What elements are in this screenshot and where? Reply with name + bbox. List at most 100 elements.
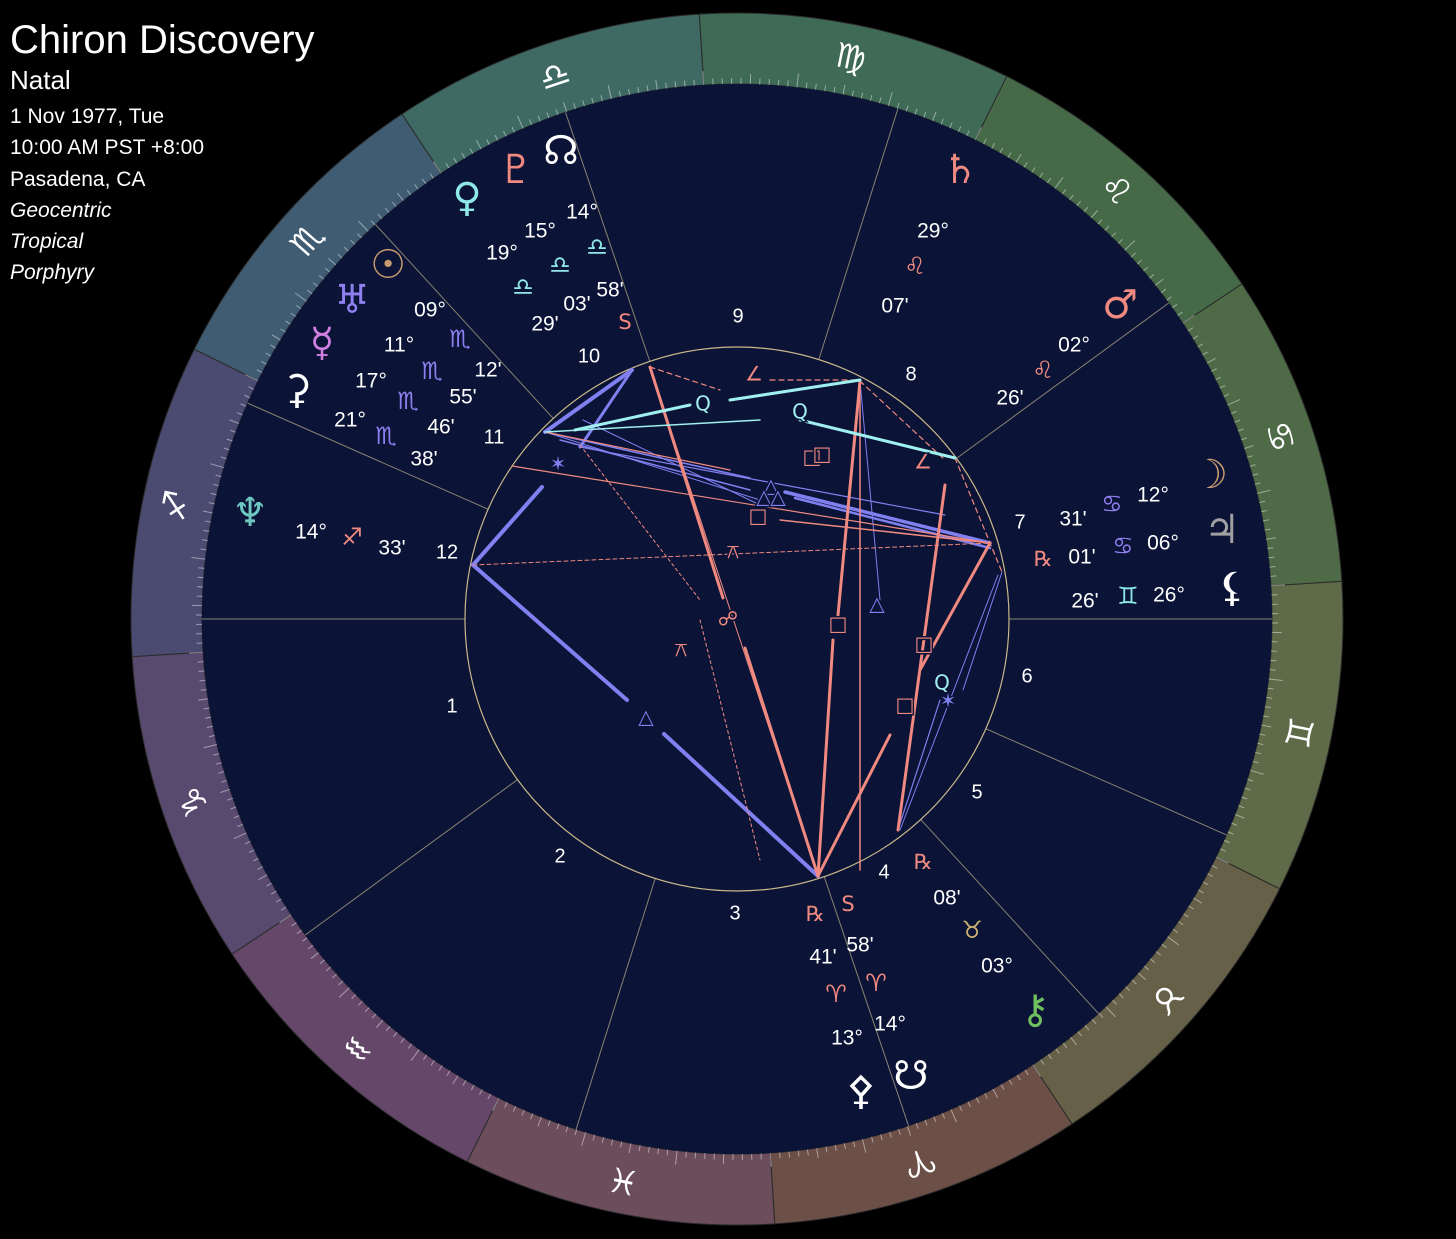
degree-tick <box>628 88 631 95</box>
aspect-glyph: □ <box>813 442 832 466</box>
degree-tick <box>290 312 297 317</box>
degree-tick <box>1177 921 1184 926</box>
degree-tick <box>842 84 846 95</box>
degree-tick <box>591 97 594 104</box>
degree-tick <box>410 1049 420 1062</box>
aspect-line <box>783 490 992 545</box>
point-minutes: 26' <box>996 387 1023 410</box>
degree-tick <box>227 797 234 801</box>
aspect-line <box>896 483 947 832</box>
degree-tick <box>1227 399 1241 406</box>
degree-tick <box>957 126 962 133</box>
aspect-line <box>578 368 634 449</box>
degree-tick <box>530 1113 534 1120</box>
degree-tick <box>270 890 277 895</box>
degree-tick <box>1171 303 1178 309</box>
degree-tick <box>421 178 427 185</box>
degree-tick <box>328 257 337 266</box>
degree-tick <box>1269 669 1276 671</box>
degree-tick <box>852 1141 856 1148</box>
degree-tick <box>871 1136 874 1143</box>
degree-tick <box>562 102 568 113</box>
degree-tick <box>1084 1025 1090 1031</box>
aspect-line <box>728 378 862 402</box>
aspect-glyph: ✶ <box>940 689 957 713</box>
degree-tick <box>949 122 953 129</box>
degree-tick <box>537 1116 542 1127</box>
point-sign: ♋︎ <box>1101 490 1123 518</box>
degree-tick <box>618 90 622 97</box>
degree-tick <box>950 1109 957 1123</box>
date: 1 Nov 1977, Tue <box>10 105 164 128</box>
degree-tick <box>1131 979 1137 985</box>
degree-tick <box>512 1105 517 1112</box>
degree-tick <box>205 716 212 719</box>
degree-tick <box>806 1149 809 1156</box>
degree-tick <box>233 815 240 819</box>
degree-tick <box>555 109 559 116</box>
degree-tick <box>923 111 927 118</box>
degree-tick <box>1268 678 1283 681</box>
aspect-line <box>779 519 991 544</box>
degree-tick <box>256 369 263 373</box>
degree-tick <box>601 1136 605 1144</box>
degree-tick <box>547 1120 551 1127</box>
degree-tick <box>310 952 320 960</box>
degree-tick <box>396 192 404 202</box>
aspect-line <box>544 431 761 501</box>
degree-tick <box>880 1134 883 1141</box>
aspect-line <box>544 431 731 471</box>
degree-tick <box>637 87 640 94</box>
degree-tick <box>657 1148 660 1155</box>
degree-tick <box>1182 315 1195 324</box>
degree-tick <box>974 127 982 141</box>
degree-tick <box>1000 1084 1005 1090</box>
setting: Porphyry <box>10 261 96 284</box>
degree-tick <box>517 115 524 129</box>
point-flag: ℞ <box>806 902 825 926</box>
degree-tick <box>422 1054 428 1061</box>
degree-tick <box>565 1126 569 1133</box>
aspect-line <box>859 380 946 461</box>
degree-tick <box>307 289 313 295</box>
degree-tick <box>358 220 369 232</box>
degree-tick <box>244 394 251 399</box>
aspect-glyph: Q <box>934 671 950 695</box>
degree-tick <box>325 966 331 972</box>
degree-tick <box>1149 273 1155 279</box>
aspect-line <box>544 431 751 479</box>
degree-tick <box>860 92 864 99</box>
house-number: 10 <box>578 345 600 367</box>
degree-tick <box>824 85 827 92</box>
degree-tick <box>1166 296 1172 301</box>
degree-tick <box>675 1150 678 1165</box>
degree-tick <box>1055 1048 1060 1054</box>
degree-tick <box>492 1097 500 1111</box>
point-glyph: ♅ <box>334 277 370 323</box>
aspect-glyph: □ <box>829 612 848 636</box>
degree-tick <box>833 86 836 93</box>
house-number: 4 <box>878 861 889 883</box>
degree-tick <box>462 1080 467 1086</box>
house-number: 9 <box>732 305 743 327</box>
degree-tick <box>816 1147 819 1158</box>
aspect-line <box>816 733 892 878</box>
point-minutes: 58' <box>846 934 873 957</box>
degree-tick <box>198 698 209 701</box>
degree-tick <box>1177 311 1183 316</box>
degree-tick <box>384 207 390 213</box>
aspect-glyph: □ <box>915 632 934 656</box>
aspect-line <box>899 574 999 831</box>
degree-tick <box>814 83 817 90</box>
degree-tick <box>1070 1036 1078 1046</box>
point-degree: 14° <box>295 521 327 544</box>
degree-tick <box>1254 751 1262 755</box>
degree-tick <box>407 1043 413 1049</box>
point-sign: ♌︎ <box>1032 356 1054 384</box>
point-sign: ♋︎ <box>1112 532 1134 560</box>
degree-tick <box>1172 928 1179 934</box>
degree-tick <box>294 292 307 302</box>
degree-tick <box>371 1013 377 1019</box>
degree-tick <box>915 1122 919 1129</box>
degree-tick <box>1047 1053 1053 1060</box>
